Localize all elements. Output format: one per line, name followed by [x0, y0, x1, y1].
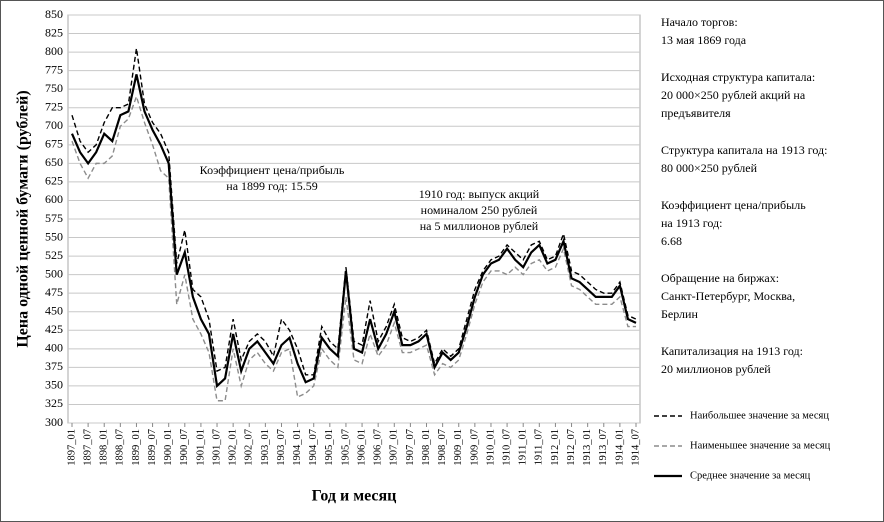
side-note: 6.68	[661, 234, 682, 248]
x-tick-label: 1910_01	[485, 429, 496, 466]
side-note: Капитализация на 1913 год:	[661, 344, 803, 358]
y-tick-label: 725	[45, 99, 63, 113]
side-note: Берлин	[661, 307, 698, 321]
x-tick-label: 1914_07	[630, 429, 641, 466]
annotation: 1910 год: выпуск акций	[419, 187, 540, 201]
side-note: 20 000×250 рублей акций на	[661, 88, 806, 102]
x-tick-label: 1911_07	[534, 429, 545, 465]
side-note: 20 миллионов рублей	[661, 362, 771, 376]
y-tick-label: 325	[45, 396, 63, 410]
y-tick-label: 375	[45, 359, 63, 373]
x-tick-label: 1905_01	[324, 429, 335, 466]
legend-label: Среднее значение за месяц	[690, 470, 811, 481]
x-tick-label: 1914_01	[614, 429, 625, 466]
y-tick-label: 800	[45, 44, 63, 58]
y-tick-label: 500	[45, 266, 63, 280]
legend-label: Наименьшее значение за месяц	[690, 440, 831, 451]
y-tick-label: 575	[45, 211, 63, 225]
y-tick-label: 600	[45, 192, 63, 206]
side-note: Обращение на биржах:	[661, 271, 779, 285]
x-tick-label: 1899_07	[147, 429, 158, 466]
side-note: Начало торгов:	[661, 15, 738, 29]
x-tick-label: 1910_07	[501, 429, 512, 466]
series-line	[71, 94, 636, 402]
annotation: на 1899 год: 15.59	[226, 179, 317, 193]
x-tick-label: 1897_01	[66, 429, 77, 466]
x-tick-label: 1900_01	[163, 429, 174, 466]
y-tick-label: 750	[45, 81, 63, 95]
y-tick-label: 625	[45, 174, 63, 188]
y-tick-label: 700	[45, 118, 63, 132]
annotation: номиналом 250 рублей	[421, 203, 538, 217]
x-tick-label: 1906_01	[356, 429, 367, 466]
x-tick-label: 1901_01	[195, 429, 206, 466]
side-note: Коэффициент цена/прибыль	[661, 198, 806, 212]
x-tick-label: 1906_07	[373, 429, 384, 466]
x-tick-label: 1908_01	[421, 429, 432, 466]
x-tick-label: 1908_07	[437, 429, 448, 466]
x-tick-label: 1909_07	[469, 429, 480, 466]
annotation: Коэффициент цена/прибыль	[200, 163, 345, 177]
x-tick-label: 1902_01	[228, 429, 239, 466]
x-axis-label: Год и месяц	[312, 488, 397, 505]
side-note: Исходная структура капитала:	[661, 70, 815, 84]
x-tick-label: 1905_07	[340, 429, 351, 466]
series-line	[70, 74, 637, 389]
x-tick-label: 1898_01	[99, 429, 110, 466]
side-note: Структура капитала на 1913 год:	[661, 143, 827, 157]
side-note: 80 000×250 рублей	[661, 161, 758, 175]
x-tick-label: 1913_01	[582, 429, 593, 466]
x-tick-label: 1911_01	[518, 429, 529, 465]
y-tick-label: 300	[45, 415, 63, 429]
x-tick-label: 1907_01	[389, 429, 400, 466]
x-tick-label: 1900_07	[179, 429, 190, 466]
x-tick-label: 1909_01	[453, 429, 464, 466]
y-tick-label: 400	[45, 341, 63, 355]
y-tick-label: 475	[45, 285, 63, 299]
annotation: на 5 миллионов рублей	[420, 219, 539, 233]
legend-label: Наибольшее значение за месяц	[690, 410, 829, 421]
x-tick-label: 1913_07	[598, 429, 609, 466]
x-tick-label: 1902_07	[244, 429, 255, 466]
y-axis-label: Цена одной ценной бумаги (рублей)	[15, 90, 32, 347]
y-tick-label: 775	[45, 62, 63, 76]
x-tick-label: 1904_07	[308, 429, 319, 466]
y-tick-label: 350	[45, 378, 63, 392]
side-note: 13 мая 1869 года	[661, 33, 747, 47]
y-tick-label: 450	[45, 303, 63, 317]
x-tick-label: 1907_07	[405, 429, 416, 466]
side-note: Санкт-Петербург, Москва,	[661, 289, 795, 303]
y-tick-label: 525	[45, 248, 63, 262]
x-tick-label: 1901_07	[211, 429, 222, 466]
y-tick-label: 550	[45, 229, 63, 243]
x-tick-label: 1912_07	[566, 429, 577, 466]
x-tick-label: 1897_07	[83, 429, 94, 466]
x-tick-label: 1904_01	[292, 429, 303, 466]
y-tick-label: 425	[45, 322, 63, 336]
y-tick-label: 850	[45, 7, 63, 21]
side-note: предъявителя	[661, 106, 731, 120]
y-tick-label: 675	[45, 137, 63, 151]
y-tick-label: 650	[45, 155, 63, 169]
x-tick-label: 1903_07	[276, 429, 287, 466]
x-tick-label: 1912_01	[550, 429, 561, 466]
x-tick-label: 1903_01	[260, 429, 271, 466]
side-note: на 1913 год:	[661, 216, 722, 230]
y-tick-label: 825	[45, 25, 63, 39]
x-tick-label: 1899_01	[131, 429, 142, 466]
x-tick-label: 1898_07	[115, 429, 126, 466]
